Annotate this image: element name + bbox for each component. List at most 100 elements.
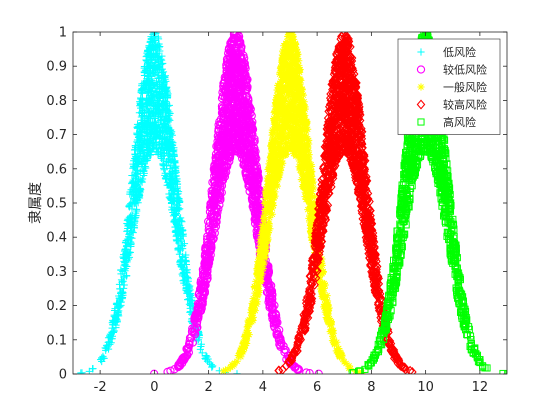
plot-area [77,32,507,374]
data-point [162,161,171,170]
data-point [121,264,130,273]
data-point [210,196,219,205]
data-point [296,166,304,174]
data-point [113,311,121,319]
data-point [166,142,174,150]
data-point [290,42,298,50]
data-point [282,134,290,143]
series-2 [150,32,323,374]
data-point [273,153,281,162]
data-point [272,96,280,104]
data-point [161,110,169,118]
data-point [270,180,278,188]
data-point [154,57,162,65]
data-point [276,68,284,76]
data-point [291,117,299,126]
data-point [188,327,197,337]
data-point [293,118,301,127]
data-point [281,105,289,113]
data-point [290,75,298,84]
data-point [272,105,281,113]
data-point [249,197,258,206]
data-point [158,69,166,77]
data-point [235,350,244,358]
data-point [258,221,266,230]
data-point [120,253,128,262]
data-point [288,65,297,73]
data-point [104,338,112,346]
data-point [218,106,228,115]
data-point [306,195,314,203]
data-point [260,217,268,225]
data-point [264,295,274,304]
data-point [321,302,329,310]
data-point [255,261,263,269]
data-point [282,147,290,155]
data-point [197,340,205,348]
data-point [196,306,205,315]
data-point [266,214,274,222]
data-point [140,68,149,77]
data-point [260,235,269,243]
data-point [261,248,269,256]
data-point [207,243,216,252]
data-point [155,101,163,110]
data-point [179,230,187,238]
data-point [321,281,329,289]
data-point [125,202,133,210]
data-point [166,135,174,144]
data-point [268,204,276,212]
data-point [139,106,147,115]
data-point [168,195,176,203]
data-point [278,126,286,134]
data-point [178,353,188,362]
data-point [238,143,247,152]
data-point [285,86,293,94]
data-point [116,285,124,293]
data-point [145,52,153,60]
data-point [146,86,154,94]
data-point [287,103,295,112]
data-point [272,329,281,339]
data-point [139,167,148,175]
data-point [279,77,287,85]
data-point [148,129,156,138]
data-point [234,66,243,75]
data-point [223,108,232,118]
data-point [233,357,241,365]
data-point [254,272,263,280]
data-point [298,169,306,177]
data-point [182,281,190,289]
data-point [268,139,277,148]
data-point [323,292,331,300]
data-point [275,123,284,131]
data-point [155,40,163,48]
data-point [236,94,245,103]
data-point [252,277,260,285]
data-point [278,116,287,124]
data-point [143,156,151,165]
data-point [295,122,303,130]
data-point [238,83,247,92]
data-point [264,177,272,185]
data-point [249,295,257,303]
data-point [280,86,288,94]
data-point [179,272,187,280]
data-point [219,115,228,124]
data-point [121,254,129,263]
data-point [158,126,166,134]
data-point [268,314,277,324]
data-point [284,119,292,127]
data-point [144,129,152,137]
data-point [240,62,250,71]
data-point [223,104,232,113]
data-point [221,85,231,94]
data-point [282,113,290,122]
data-point [297,175,305,184]
data-point [291,73,299,82]
data-point [239,155,249,165]
data-point [260,213,269,221]
data-point [289,91,297,99]
data-point [165,150,173,158]
